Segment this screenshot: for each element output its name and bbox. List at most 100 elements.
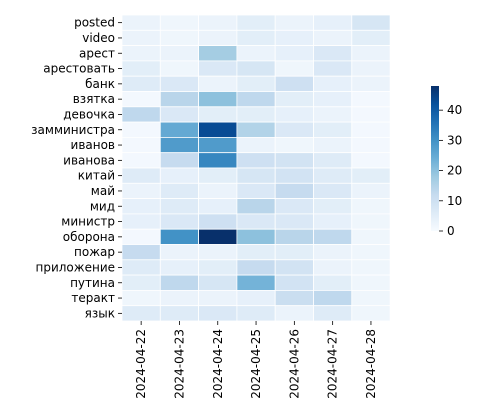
colorbar-tick-label: 0 [447, 224, 455, 238]
heatmap-cell [159, 305, 200, 322]
heatmap-cell [274, 305, 314, 322]
heatmap-cell [313, 60, 353, 77]
heatmap-cell [159, 45, 200, 62]
heatmap-cell [313, 75, 353, 92]
heatmap-cell [159, 121, 200, 138]
y-tick-label: взятка [73, 92, 115, 106]
heatmap-cell [159, 91, 200, 108]
heatmap-cell [351, 136, 391, 154]
heatmap-cell [313, 259, 353, 276]
x-tick-label: 2024-04-24 [211, 329, 225, 399]
heatmap-cell [274, 75, 314, 92]
heatmap-cell [236, 228, 276, 245]
heatmap-cell [121, 305, 161, 322]
heatmap-cell [159, 14, 200, 31]
heatmap-cell [198, 14, 238, 31]
heatmap-cell [274, 274, 314, 291]
heatmap-cell [121, 106, 161, 123]
heatmap-cell [274, 60, 314, 77]
y-tick-label: арест [79, 46, 115, 60]
heatmap-cell [198, 121, 238, 138]
heatmap-cell [274, 121, 314, 138]
y-tick-label: китай [78, 169, 115, 183]
heatmap-cell [313, 274, 353, 291]
heatmap-cell [313, 228, 353, 245]
heatmap-cell [351, 244, 391, 261]
colorbar-tick-label: 40 [447, 103, 462, 117]
heatmap-cell [236, 91, 276, 108]
y-tick-label: путина [70, 276, 115, 290]
heatmap-cell [121, 14, 161, 31]
y-tick-label: арестовать [43, 62, 115, 76]
heatmap-cell [274, 198, 314, 215]
y-tick-label: мид [90, 199, 115, 213]
heatmap-cell [313, 182, 353, 200]
heatmap-cell [159, 182, 200, 200]
heatmap-cell [351, 259, 391, 276]
heatmap-cell [351, 45, 391, 62]
heatmap-cell [274, 289, 314, 307]
x-tick-labels: 2024-04-22 2024-04-23 2024-04-24 2024-04-25… [134, 321, 378, 399]
heatmap-cell [274, 152, 314, 169]
heatmap-cell [159, 228, 200, 245]
heatmap-cell [351, 213, 391, 230]
heatmap-cell [198, 152, 238, 169]
y-tick-label: оборона [63, 230, 115, 244]
y-tick-label: video [82, 31, 115, 45]
heatmap-cell [313, 305, 353, 322]
y-tick-label: министр [61, 215, 115, 229]
heatmap-cell [121, 182, 161, 200]
heatmap-cells [121, 14, 391, 322]
heatmap-cell [236, 14, 276, 31]
heatmap-cell [121, 136, 161, 154]
heatmap-cell [121, 228, 161, 245]
heatmap-cell [313, 167, 353, 184]
heatmap-cell [351, 60, 391, 77]
heatmap-cell [351, 106, 391, 123]
heatmap-cell [236, 75, 276, 92]
y-tick-label: пожар [74, 245, 115, 259]
heatmap-cell [121, 274, 161, 291]
heatmap-cell [159, 152, 200, 169]
heatmap-cell [121, 167, 161, 184]
colorbar: 0 10 20 30 40 [431, 86, 462, 238]
x-tick-label: 2024-04-23 [172, 329, 186, 399]
heatmap-cell [198, 91, 238, 108]
heatmap-cell [236, 60, 276, 77]
x-tick-label: 2024-04-28 [364, 329, 378, 399]
heatmap-cell [159, 274, 200, 291]
heatmap-cell [313, 14, 353, 31]
colorbar-tick-label: 30 [447, 133, 462, 147]
heatmap-cell [159, 29, 200, 46]
heatmap-cell [198, 182, 238, 200]
heatmap-cell [274, 14, 314, 31]
heatmap-cell [236, 305, 276, 322]
heatmap-cell [351, 121, 391, 138]
heatmap-cell [198, 305, 238, 322]
heatmap-cell [121, 259, 161, 276]
heatmap-cell [198, 167, 238, 184]
heatmap-cell [121, 91, 161, 108]
heatmap-cell [198, 106, 238, 123]
heatmap-cell [274, 213, 314, 230]
heatmap-cell [351, 274, 391, 291]
heatmap-cell [351, 305, 391, 322]
heatmap-cell [274, 228, 314, 245]
heatmap-cell [121, 75, 161, 92]
heatmap-cell [274, 106, 314, 123]
y-tick-label: замминистра [31, 123, 115, 137]
heatmap-cell [198, 75, 238, 92]
heatmap-cell [159, 244, 200, 261]
y-tick-label: язык [85, 306, 115, 320]
heatmap-cell [198, 198, 238, 215]
heatmap-cell [236, 106, 276, 123]
heatmap-cell [351, 14, 391, 31]
heatmap-cell [351, 152, 391, 169]
heatmap-cell [159, 136, 200, 154]
heatmap-cell [198, 244, 238, 261]
y-tick-label: иванов [71, 138, 115, 152]
x-tick-label: 2024-04-26 [287, 329, 301, 399]
heatmap-cell [313, 106, 353, 123]
heatmap-cell [236, 136, 276, 154]
